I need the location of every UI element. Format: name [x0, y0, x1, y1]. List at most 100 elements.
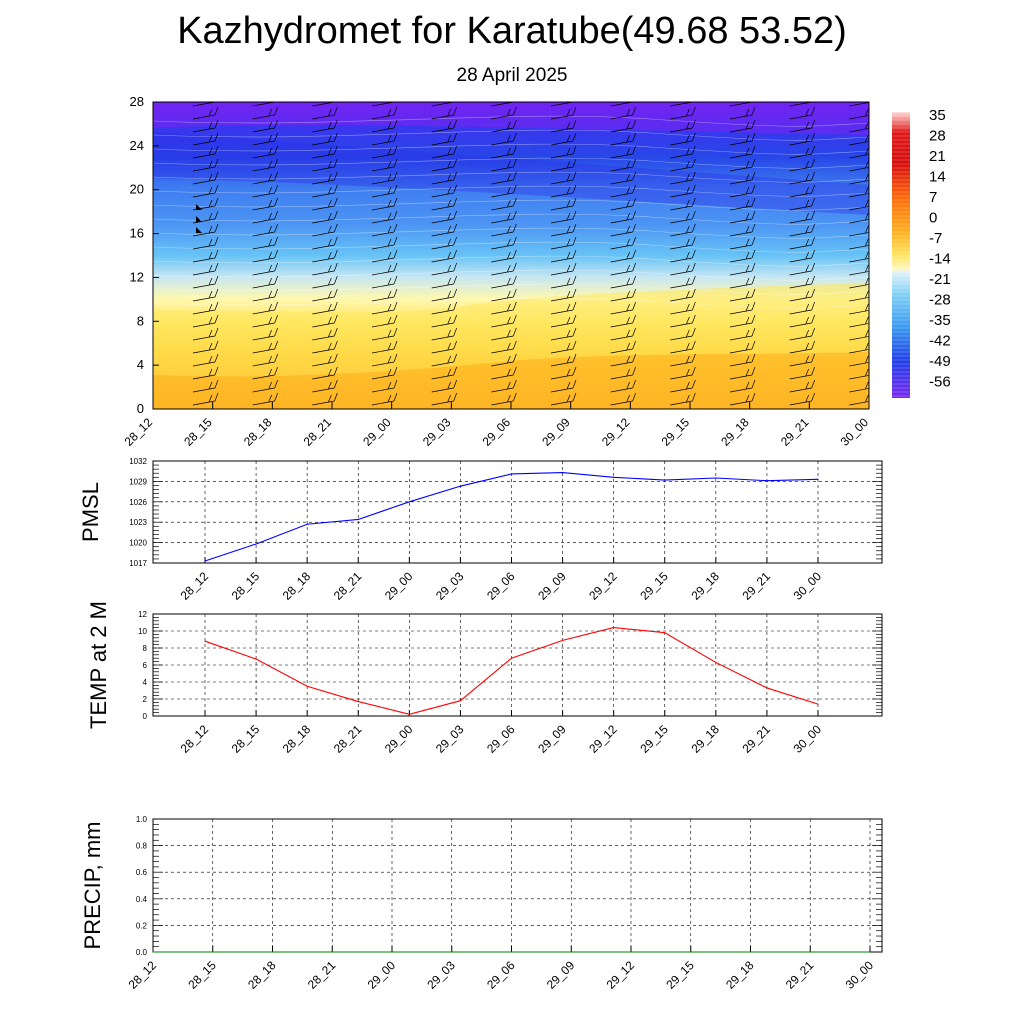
wind-barb: [849, 264, 869, 276]
wind-barb: [789, 210, 815, 224]
x-tick-label: 28_15: [229, 722, 263, 756]
colorbar-label: -21: [929, 271, 951, 288]
wind-barb: [610, 158, 636, 172]
wind-barb: [550, 132, 577, 146]
wind-barb: [550, 327, 577, 341]
wind-barb: [550, 171, 577, 185]
x-tick-label: 30_00: [791, 722, 825, 756]
x-tick-label: 28_21: [331, 722, 365, 756]
wind-barb: [729, 340, 756, 354]
wind-barb: [849, 329, 869, 341]
y-axis-label: PRECIP, mm: [80, 822, 105, 950]
data-point: [459, 700, 462, 702]
x-tick-label: 29_03: [424, 958, 458, 992]
top-band: [153, 102, 869, 135]
wind-barb: [431, 106, 457, 120]
wind-barb: [670, 106, 696, 120]
wind-barb: [550, 102, 574, 107]
y-tick-label: 0.0: [136, 948, 148, 957]
wind-barb: [252, 119, 278, 133]
wind-barb: [670, 102, 693, 107]
y-tick-label: 1020: [129, 539, 147, 548]
y-tick-label: 0.4: [136, 895, 148, 904]
wind-barb: [849, 303, 869, 315]
colorbar-gradient: [892, 112, 910, 398]
wind-barb: [729, 106, 756, 120]
wind-barb: [371, 392, 398, 406]
wind-barb: [252, 158, 278, 172]
data-point: [255, 543, 257, 545]
wind-barb: [491, 353, 517, 367]
data-point: [749, 951, 752, 953]
wind-barb: [431, 145, 457, 159]
data-point: [613, 627, 615, 629]
wind-barb: [491, 236, 517, 250]
colorbar: 35 28 21 14 7 0 -7 -14 -21 -28 -35 -42 -49 -56: [892, 107, 951, 398]
wind-barb: [610, 132, 636, 146]
wind-barb: [670, 340, 696, 354]
colorbar-label: 21: [929, 148, 946, 165]
wind-barb: [550, 106, 577, 120]
wind-barb: [729, 379, 756, 393]
wind-barb: [192, 288, 219, 302]
wind-barb: [252, 366, 278, 380]
data-point: [570, 951, 572, 953]
wind-barb: [371, 301, 398, 315]
wind-barb: [789, 249, 815, 263]
data-point: [613, 476, 615, 478]
y-tick-label: 12: [138, 610, 147, 619]
wind-barb: [789, 379, 815, 393]
wind-barb: [252, 314, 278, 328]
x-tick-label: 29_18: [718, 415, 752, 449]
data-point: [306, 523, 308, 525]
wind-barb: [312, 262, 338, 276]
wind-barb: [670, 210, 696, 224]
wind-barb: [849, 290, 869, 302]
y-tick-label: 0: [143, 712, 148, 721]
wind-barb: [252, 353, 278, 367]
wind-barb: [192, 210, 219, 224]
data-point: [869, 951, 871, 953]
wind-barb: [491, 249, 517, 263]
wind-barb: [371, 223, 398, 237]
wind-barb: [192, 145, 219, 159]
y-tick-label: 2: [143, 695, 148, 704]
wind-barb: [312, 366, 338, 380]
wind-barb: [610, 106, 636, 120]
wind-barb: [312, 275, 338, 289]
wind-barb: [670, 145, 696, 159]
x-tick-label: 28_12: [178, 569, 212, 603]
contour-line: [153, 185, 869, 197]
x-tick-label: 29_15: [637, 722, 671, 756]
wind-barb: [729, 132, 756, 146]
wind-barb: [491, 197, 517, 211]
wind-barb: [192, 262, 219, 276]
wind-flag: [196, 204, 202, 210]
wind-barb: [550, 275, 577, 289]
wind-barb: [550, 184, 577, 198]
x-tick-label: 28_18: [280, 722, 314, 756]
x-tick-label: 29_18: [688, 722, 722, 756]
wind-barb: [312, 197, 338, 211]
wind-barb: [252, 132, 278, 146]
wind-barb: [431, 184, 457, 198]
wind-barb: [491, 106, 517, 120]
wind-barb: [610, 314, 636, 328]
data-point: [664, 479, 666, 481]
wind-barb: [192, 223, 219, 237]
y-tick-label: 16: [130, 226, 144, 241]
wind-barb: [371, 197, 398, 211]
wind-barb: [252, 340, 278, 354]
y-tick-label: 10: [138, 627, 147, 636]
data-point: [357, 518, 359, 521]
wind-barb: [192, 171, 219, 185]
data-point: [510, 951, 513, 953]
wind-barb: [789, 119, 815, 133]
wind-barb: [729, 262, 756, 276]
x-tick-label: 29_00: [360, 415, 394, 449]
wind-barb: [371, 119, 398, 133]
wind-barb: [491, 171, 517, 185]
wind-barb: [252, 249, 278, 263]
colorbar-label: -49: [929, 353, 951, 370]
x-tick-label: 29_21: [783, 958, 817, 992]
